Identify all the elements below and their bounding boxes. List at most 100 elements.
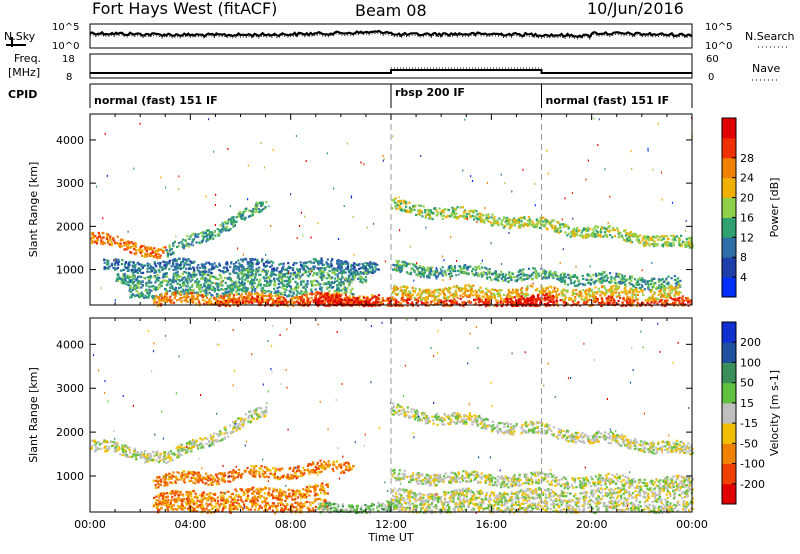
power-data-cell <box>237 297 241 300</box>
power-data-cell <box>392 268 395 271</box>
power-data-cell <box>90 242 94 245</box>
power-data-cell <box>632 301 635 304</box>
power-data-cell <box>129 260 132 263</box>
power-data-cell <box>584 296 587 299</box>
power-data-cell <box>253 300 256 303</box>
power-data-cell <box>278 286 281 289</box>
power-data-cell <box>181 296 184 300</box>
power-data-cell <box>270 273 274 276</box>
power-data-cell <box>137 279 140 282</box>
power-data-cell <box>147 276 150 279</box>
power-data-cell <box>160 299 163 302</box>
power-data-cell <box>523 278 526 281</box>
power-data-cell <box>557 221 560 224</box>
power-data-cell <box>321 277 324 280</box>
power-data-cell <box>297 301 300 305</box>
power-data-cell <box>683 299 686 303</box>
power-data-cell <box>201 298 204 302</box>
power-data-cell <box>182 266 185 269</box>
power-data-cell <box>674 301 677 304</box>
power-data-cell <box>421 291 424 294</box>
power-data-cell <box>222 224 225 227</box>
power-data-cell <box>167 299 170 302</box>
power-data-cell <box>188 267 191 270</box>
power-data-cell <box>333 290 336 293</box>
power-data-cell <box>318 275 321 278</box>
power-data-cell <box>320 257 323 260</box>
power-data-cell <box>164 261 167 264</box>
power-data-cell <box>264 206 267 209</box>
power-data-cell <box>445 299 448 302</box>
power-data-cell <box>192 299 195 303</box>
power-data-cell <box>228 294 231 297</box>
power-data-cell <box>222 300 225 303</box>
power-data-cell <box>511 221 514 224</box>
power-data-cell <box>455 300 458 303</box>
power-data-cell <box>132 265 135 269</box>
power-data-cell <box>207 301 210 304</box>
power-data-cell <box>140 286 143 289</box>
power-data-cell <box>222 288 225 291</box>
power-data-cell <box>125 248 128 251</box>
power-data-cell <box>652 283 655 286</box>
power-data-cell <box>182 244 185 247</box>
power-data-cell <box>436 213 439 217</box>
power-data-cell <box>337 286 340 289</box>
power-data-cell <box>629 234 632 237</box>
power-data-cell <box>153 286 156 289</box>
power-data-cell <box>319 267 322 270</box>
power-data-cell <box>584 292 587 295</box>
power-data-cell <box>184 298 187 302</box>
power-data-cell <box>323 270 326 274</box>
power-data-cell <box>590 290 593 293</box>
power-data-cell <box>452 210 455 213</box>
power-data-cell <box>297 297 300 300</box>
power-data-cell <box>445 304 448 307</box>
power-data-cell <box>224 304 227 308</box>
power-data-cell <box>464 264 467 267</box>
power-data-cell <box>274 290 277 293</box>
power-data-cell <box>191 283 194 286</box>
power-data-cell <box>376 263 379 266</box>
power-data-cell <box>480 271 483 274</box>
power-data-cell <box>228 229 231 232</box>
power-data-cell <box>670 234 673 237</box>
power-data-cell <box>483 221 486 224</box>
power-data-cell <box>670 244 673 248</box>
power-data-cell <box>224 288 227 291</box>
power-data-cell <box>203 270 206 273</box>
power-data-cell <box>463 301 466 304</box>
power-data-cell <box>507 273 510 276</box>
power-data-cell <box>601 301 604 304</box>
power-data-cell <box>153 261 156 264</box>
power-data-cell <box>449 215 452 218</box>
power-data-cell <box>106 239 109 242</box>
power-data-cell <box>132 277 135 280</box>
power-data-cell <box>124 261 128 264</box>
power-data-cell <box>452 295 456 298</box>
power-data-cell <box>136 262 139 265</box>
power-data-cell <box>401 267 404 270</box>
power-data-cell <box>340 270 343 273</box>
power-data-cell <box>408 211 411 214</box>
power-data-cell <box>594 299 597 302</box>
power-data-cell <box>120 269 124 272</box>
power-data-cell <box>231 292 234 295</box>
power-data-cell <box>165 290 168 293</box>
power-data-cell <box>150 266 153 269</box>
power-data-cell <box>323 267 326 270</box>
power-data-cell <box>600 228 603 231</box>
power-data-cell <box>434 288 437 292</box>
power-data-cell <box>493 304 496 307</box>
power-data-cell <box>314 297 317 300</box>
power-data-cell <box>156 257 159 260</box>
power-data-cell <box>183 265 186 268</box>
power-data-cell <box>320 286 324 289</box>
power-data-cell <box>563 300 566 304</box>
power-data-cell <box>277 278 280 282</box>
power-data-cell <box>556 287 559 290</box>
power-data-cell <box>265 276 268 279</box>
power-data-cell <box>656 243 659 246</box>
power-data-cell <box>407 272 410 275</box>
power-data-cell <box>237 300 240 303</box>
